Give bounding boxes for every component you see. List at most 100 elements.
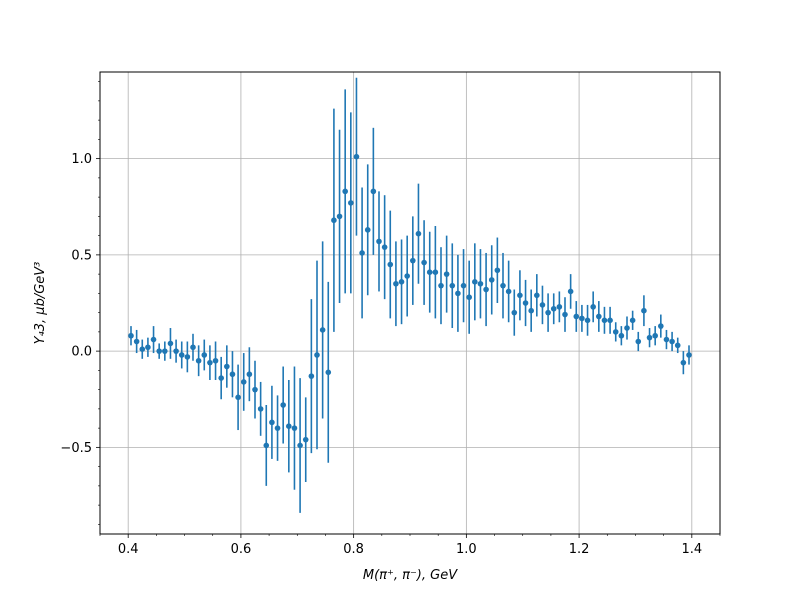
data-point xyxy=(601,317,608,324)
data-point xyxy=(201,352,208,358)
data-point xyxy=(190,344,196,351)
data-point xyxy=(573,313,580,320)
plot-frame xyxy=(99,71,721,535)
y-tick-label: 0.5 xyxy=(71,248,92,263)
data-point xyxy=(556,304,563,310)
data-point xyxy=(184,354,191,360)
data-point xyxy=(314,352,320,358)
data-point xyxy=(663,336,670,343)
x-tick-label: 1.0 xyxy=(456,542,477,557)
data-point xyxy=(364,227,371,233)
data-point xyxy=(460,282,467,289)
data-point xyxy=(472,279,478,285)
axis-ticks: 0.4 0.6 0.8 1.0 1.2 1.4 −0.5 0.0 0.5 1.0 xyxy=(60,81,721,557)
data-point xyxy=(274,425,281,431)
y-tick-label: −0.5 xyxy=(60,441,92,456)
x-tick-label: 1.2 xyxy=(569,542,590,557)
data-point xyxy=(579,315,585,322)
data-point xyxy=(218,375,224,381)
data-point xyxy=(128,332,134,339)
data-point xyxy=(376,238,382,245)
grid xyxy=(100,72,720,534)
data-point xyxy=(483,286,489,293)
data-point xyxy=(178,352,185,358)
data-point xyxy=(522,300,529,306)
data-point xyxy=(370,188,377,195)
data-point xyxy=(325,369,332,376)
x-axis-label: M(π⁺, π⁻), GeV xyxy=(363,568,458,583)
data-point xyxy=(195,357,202,364)
data-point xyxy=(336,213,343,220)
data-point xyxy=(207,359,213,366)
data-point xyxy=(359,250,365,256)
y-tick-label: 1.0 xyxy=(71,152,92,167)
data-point xyxy=(235,394,241,401)
data-point xyxy=(319,327,326,333)
data-point xyxy=(635,338,642,345)
data-point xyxy=(477,280,484,287)
data-point xyxy=(669,338,675,345)
data-point xyxy=(162,348,168,354)
data-point xyxy=(156,348,162,354)
data-point xyxy=(387,261,394,268)
data-point xyxy=(528,307,534,314)
data-point xyxy=(674,342,681,349)
data-point xyxy=(443,271,450,277)
data-point xyxy=(410,257,416,264)
data-point xyxy=(680,359,687,366)
data-point xyxy=(607,317,613,324)
data-point xyxy=(562,311,568,318)
data-point xyxy=(612,329,619,335)
data-point xyxy=(308,373,315,379)
data-point xyxy=(618,332,625,339)
data-point xyxy=(466,294,472,301)
data-point xyxy=(550,305,557,312)
data-point xyxy=(381,244,388,250)
data-point xyxy=(426,269,433,276)
data-point xyxy=(590,304,596,310)
data-point xyxy=(421,259,427,266)
data-point xyxy=(246,371,253,378)
data-point xyxy=(686,352,692,358)
data-point xyxy=(286,423,292,430)
data-point xyxy=(505,288,512,295)
data-point xyxy=(133,338,140,345)
data-point xyxy=(404,273,410,279)
data-point xyxy=(297,442,303,449)
x-tick-label: 1.4 xyxy=(681,542,702,557)
y-tick-label: 0.0 xyxy=(71,345,92,360)
data-point xyxy=(229,371,236,378)
data-point xyxy=(173,348,179,354)
data-point xyxy=(539,302,546,308)
data-point xyxy=(167,340,174,347)
data-point xyxy=(331,217,337,224)
data-point xyxy=(145,344,151,351)
data-point xyxy=(624,325,630,331)
data-point xyxy=(139,346,146,353)
data-point xyxy=(269,419,275,426)
data-point xyxy=(353,153,360,160)
y-axis-label: Y₄3, μb/GeV³ xyxy=(33,262,48,345)
data-point xyxy=(567,288,574,295)
data-point xyxy=(302,436,309,443)
data-point xyxy=(641,307,647,314)
data-point xyxy=(393,280,399,287)
data-point xyxy=(280,402,286,408)
data-point xyxy=(534,292,540,299)
data-point xyxy=(398,279,405,285)
data-point xyxy=(646,334,653,341)
data-point xyxy=(257,406,264,412)
data-point xyxy=(240,379,247,385)
data-point xyxy=(488,277,495,283)
data-point xyxy=(415,230,422,237)
data-point xyxy=(455,290,461,297)
data-point xyxy=(263,442,270,449)
data-series xyxy=(128,77,692,513)
data-point xyxy=(545,309,551,316)
data-point xyxy=(449,282,456,289)
data-point xyxy=(342,188,348,195)
data-point xyxy=(432,269,439,276)
data-point xyxy=(348,200,354,206)
x-tick-label: 0.4 xyxy=(118,542,139,557)
